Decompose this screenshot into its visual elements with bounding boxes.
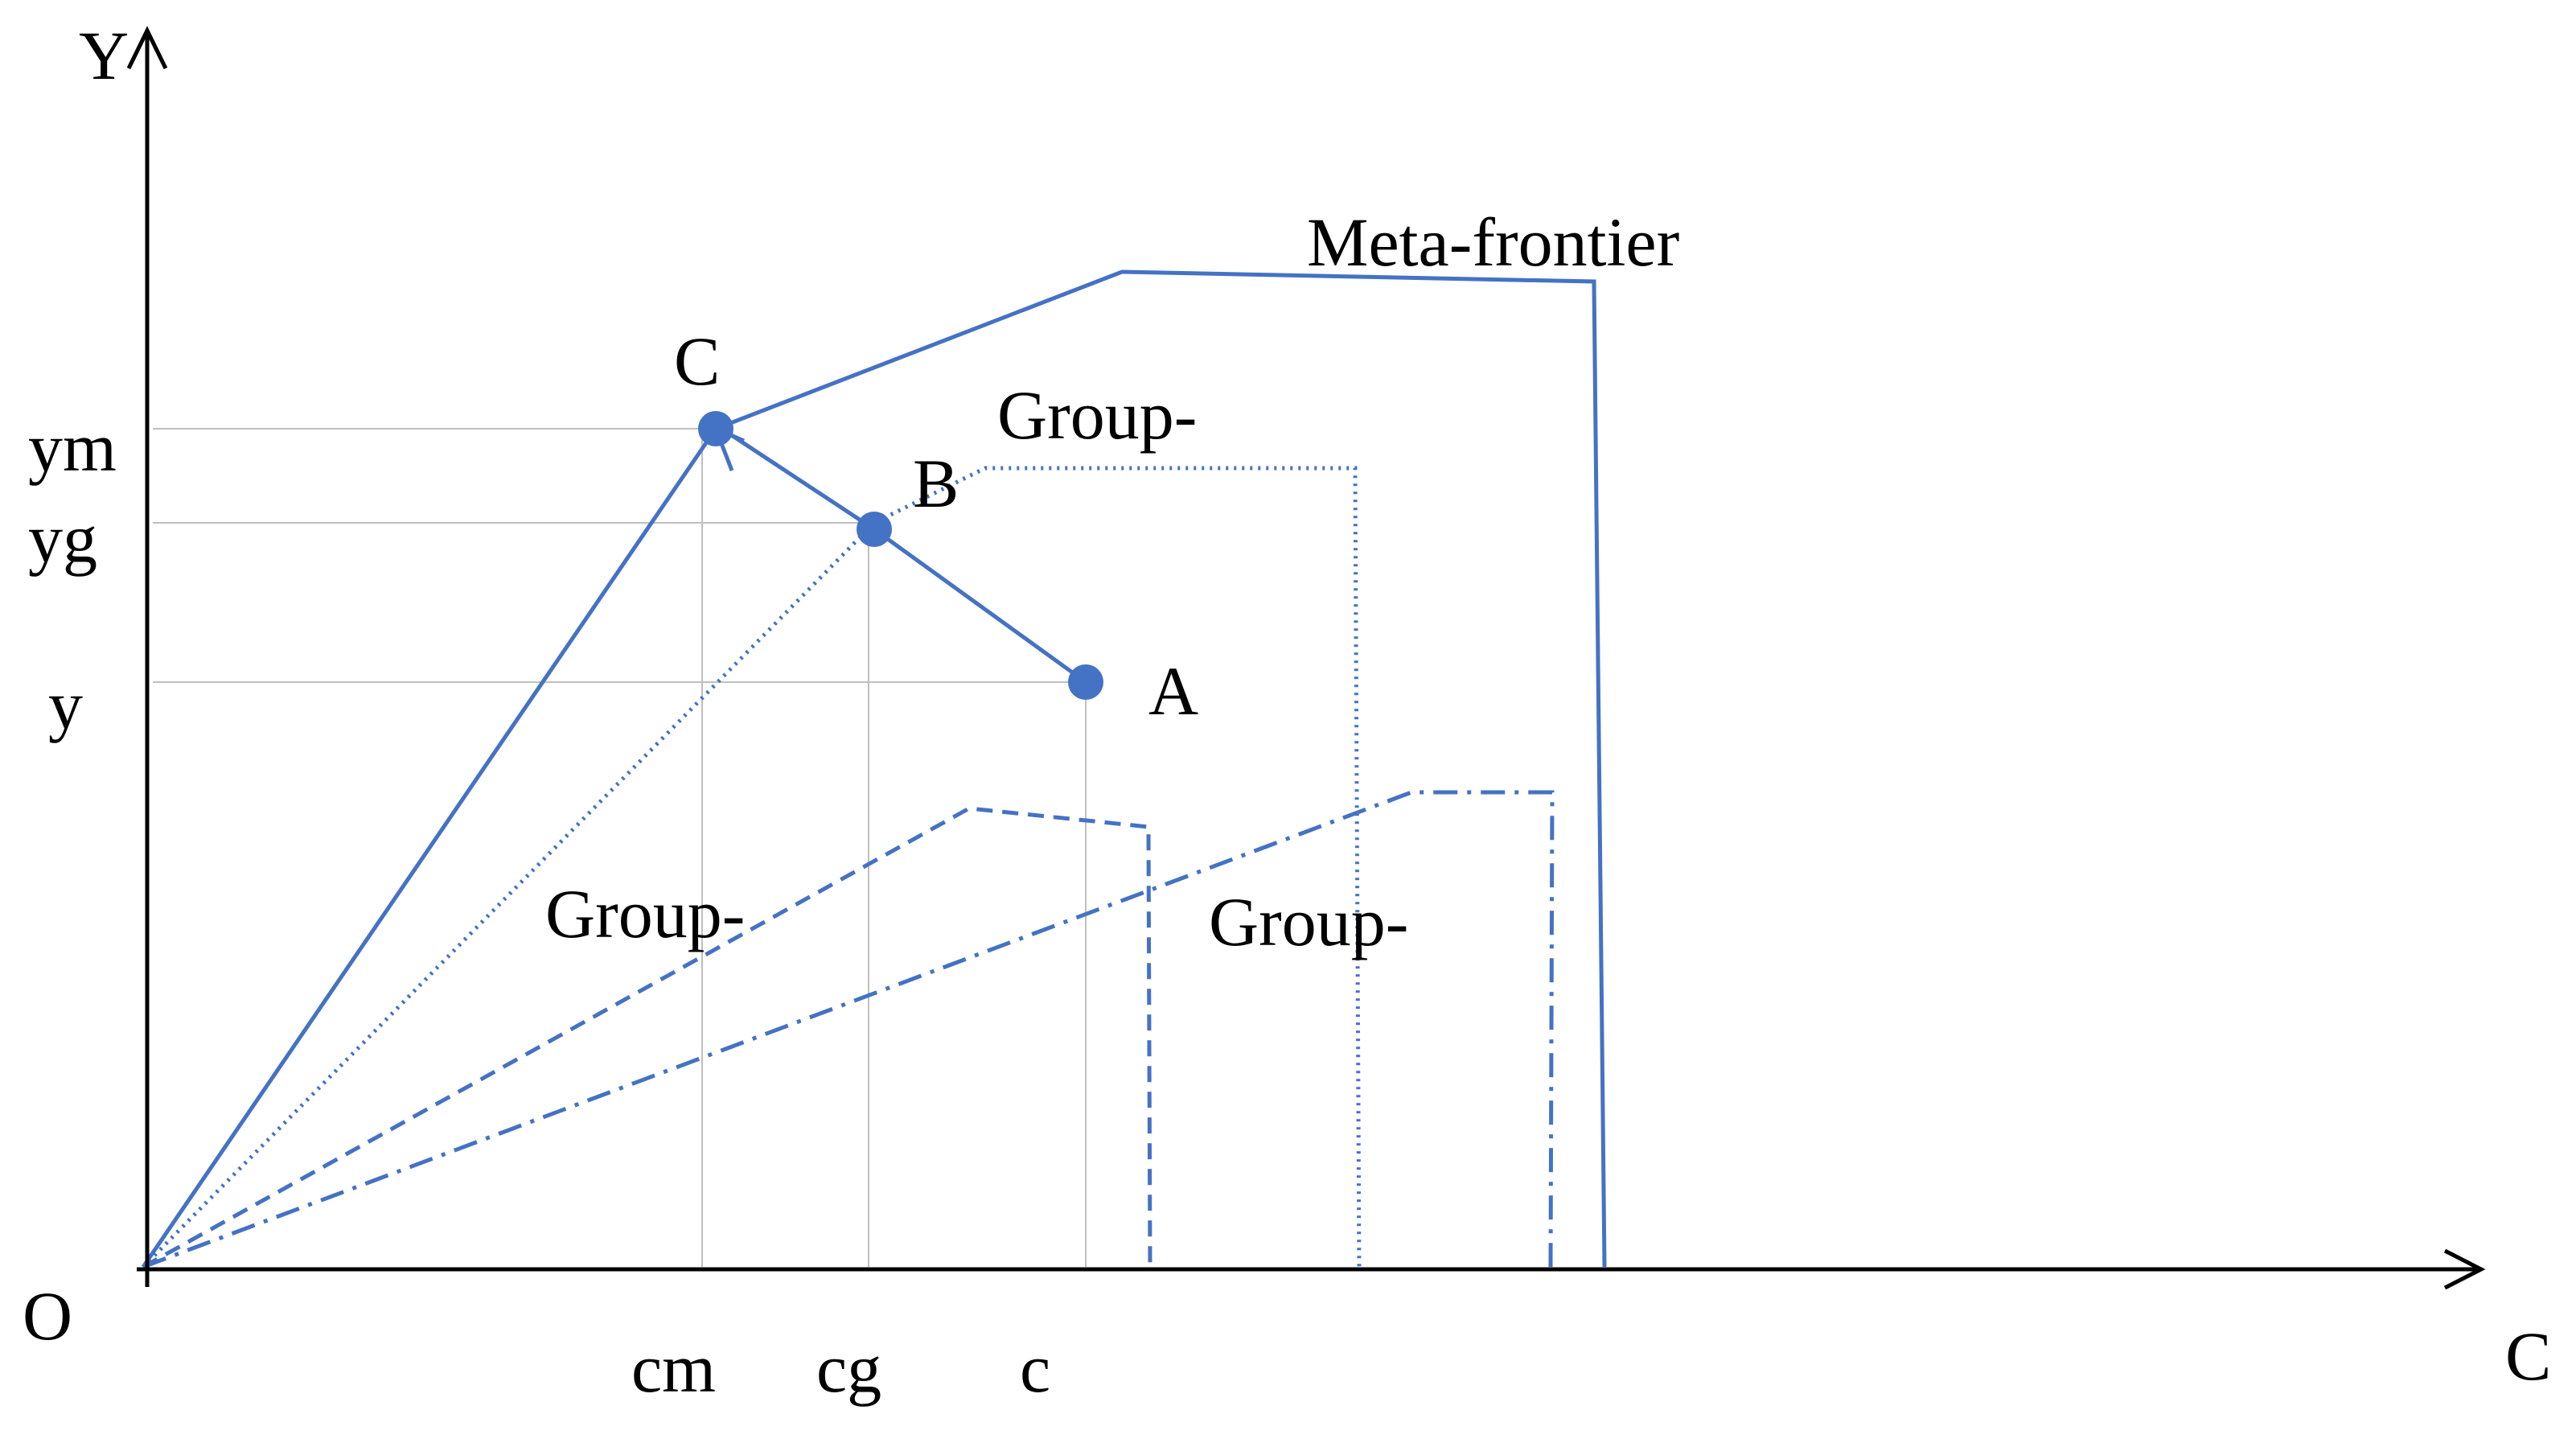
x-axis-arrow — [2443, 1248, 2486, 1290]
y-tick-ym: ym — [28, 409, 117, 486]
group-frontier-dashed-line — [142, 806, 1152, 1269]
group-frontier-right-label: Group- — [1209, 883, 1408, 960]
point-c-label: C — [674, 323, 720, 400]
x-tick-cm: cm — [631, 1330, 716, 1407]
axes — [126, 26, 2486, 1290]
group-frontier-dotted-line — [142, 466, 1362, 1268]
x-axis-label: C — [2505, 1318, 2551, 1395]
x-tick-c: c — [1020, 1330, 1050, 1407]
point-a-marker — [1068, 664, 1103, 700]
y-tick-yg: yg — [28, 500, 97, 577]
meta-frontier-label: Meta-frontier — [1307, 204, 1679, 281]
point-b-label: B — [913, 445, 959, 522]
point-c-marker — [698, 411, 733, 446]
y-tick-y: y — [48, 666, 83, 743]
x-tick-cg: cg — [816, 1330, 881, 1407]
meta-frontier-line — [141, 269, 1607, 1268]
point-b-marker — [857, 512, 892, 547]
point-path — [713, 426, 1087, 685]
group-frontier-top-label: Group- — [997, 376, 1197, 454]
group-frontier-dashdot-line — [142, 790, 1555, 1269]
group-frontier-left-label: Group- — [545, 875, 745, 952]
y-axis-arrow — [126, 26, 168, 70]
point-a-label: A — [1148, 652, 1198, 730]
y-axis-label: Y — [79, 17, 129, 94]
origin-label: O — [23, 1277, 72, 1355]
guide-lines — [153, 428, 1087, 1267]
